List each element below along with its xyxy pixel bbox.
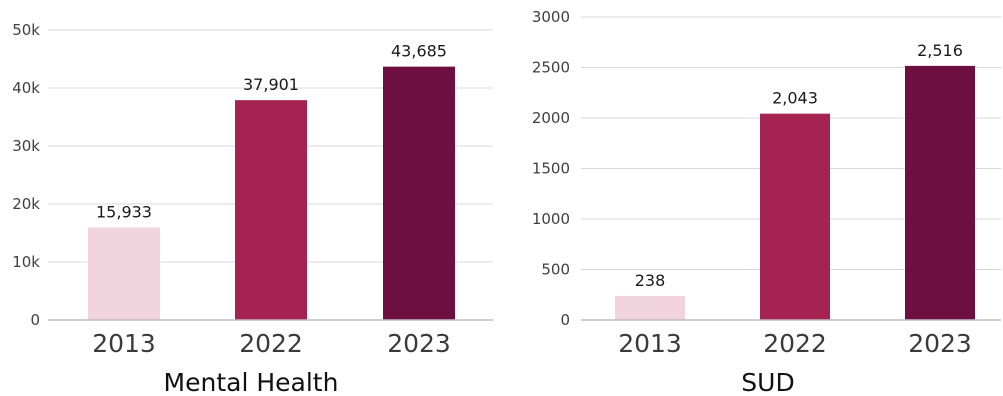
sud-y-tick-label: 1000	[532, 210, 570, 228]
mh-x-tick-label: 2023	[387, 329, 451, 358]
sud-bar-2022	[760, 113, 830, 320]
sud-chart-title: SUD	[741, 368, 794, 396]
mh-x-tick-label: 2013	[92, 329, 156, 358]
mental-health-chart: 0 10k 20k 30k 40k 50k 15,933 2013 37,901 2022 43,6…	[12, 21, 493, 396]
sud-y-tick-label: 0	[560, 311, 570, 329]
mh-data-label: 15,933	[96, 203, 152, 222]
sud-y-tick-label: 2500	[532, 59, 570, 77]
sud-x-tick-label: 2023	[908, 329, 972, 358]
mh-y-tick-label: 50k	[12, 21, 40, 39]
sud-bar-2013	[615, 295, 685, 320]
mh-y-tick-label: 20k	[12, 195, 40, 213]
mh-y-tick-label: 40k	[12, 79, 40, 97]
sud-data-label: 238	[635, 271, 666, 290]
mh-bar-2023	[383, 66, 455, 320]
mh-bar-2022	[235, 100, 307, 321]
mh-y-tick-label: 0	[30, 311, 40, 329]
sud-y-tick-label: 3000	[532, 8, 570, 26]
sud-y-tick-label: 1500	[532, 160, 570, 178]
mh-y-tick-label: 30k	[12, 137, 40, 155]
sud-chart: 0 500 1000 1500 2000 2500 3000 238 2013 2,043 2022…	[532, 8, 1001, 396]
mh-data-label: 43,685	[391, 42, 447, 61]
sud-x-tick-label: 2013	[618, 329, 682, 358]
sud-y-tick-label: 2000	[532, 109, 570, 127]
mh-bar-2013	[88, 227, 160, 320]
sud-x-tick-label: 2022	[763, 329, 827, 358]
mh-chart-title: Mental Health	[164, 368, 339, 396]
mh-data-label: 37,901	[243, 75, 299, 94]
sud-data-label: 2,043	[772, 89, 818, 108]
sud-bar-2023	[905, 65, 975, 320]
mh-y-tick-label: 10k	[12, 253, 40, 271]
sud-y-tick-label: 500	[541, 261, 570, 279]
mh-x-tick-label: 2022	[239, 329, 303, 358]
sud-data-label: 2,516	[917, 41, 963, 60]
